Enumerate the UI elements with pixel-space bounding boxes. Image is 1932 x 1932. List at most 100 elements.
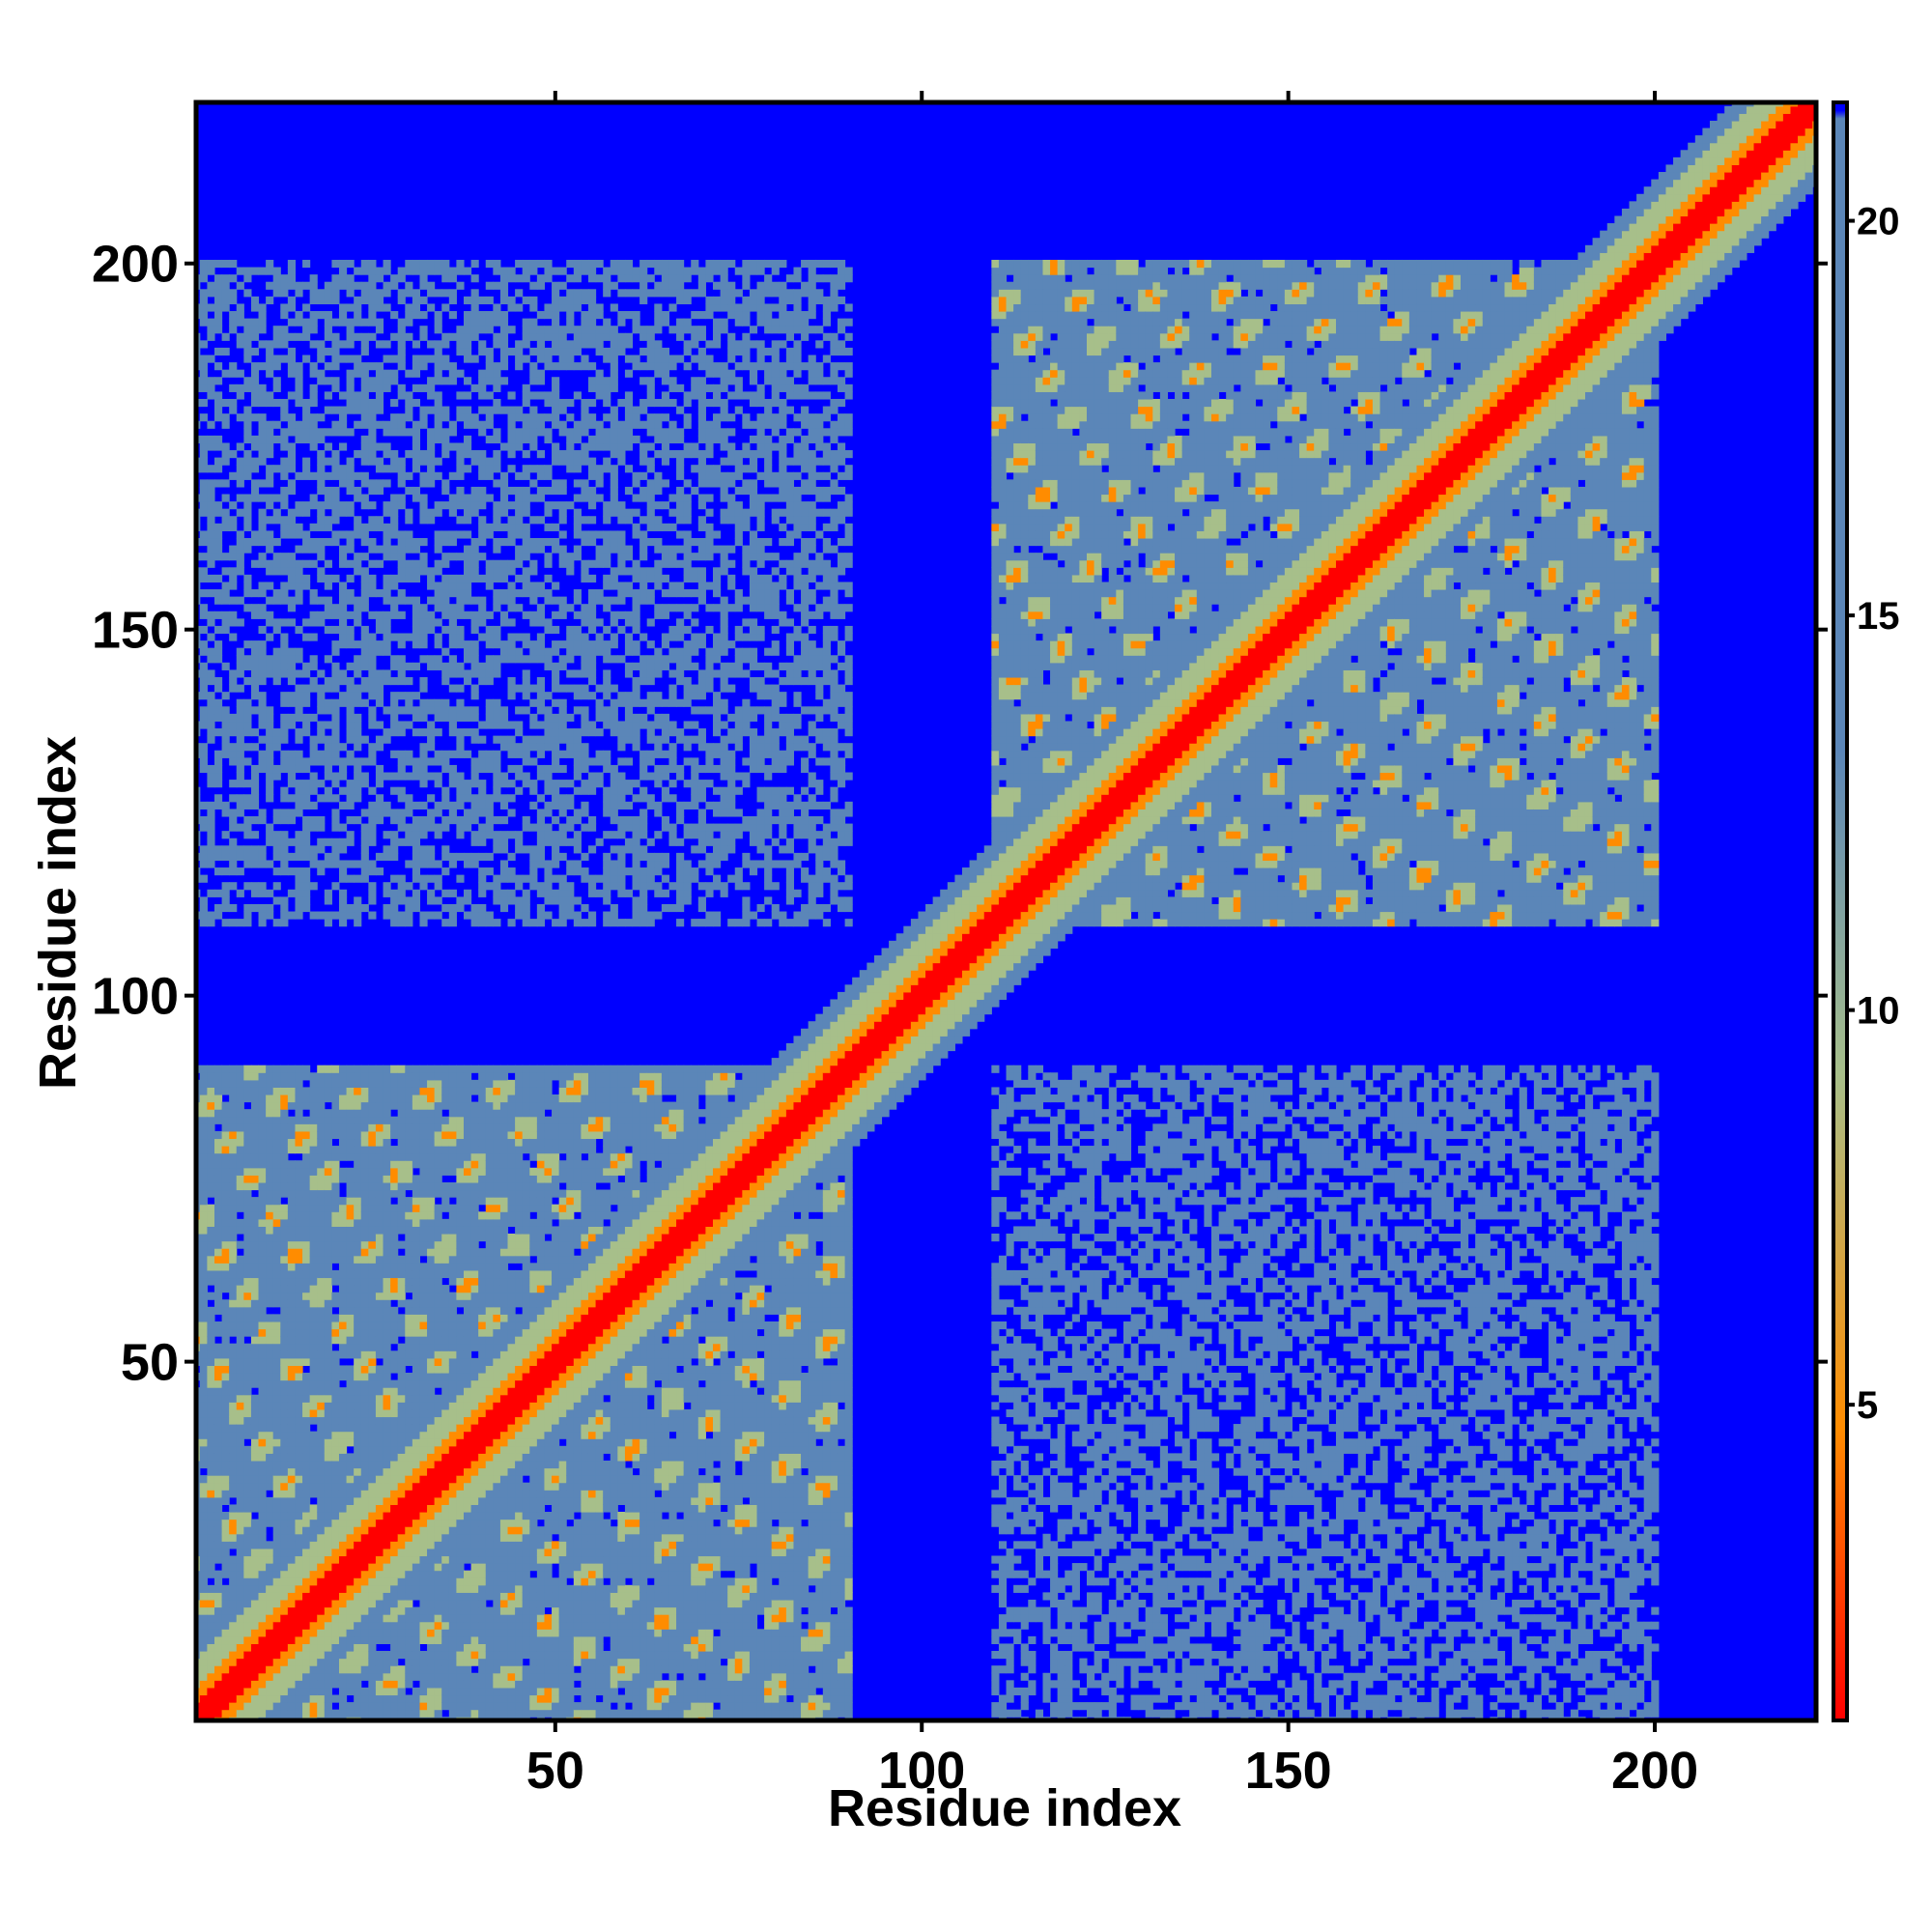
heatmap-cell — [266, 743, 274, 752]
heatmap-cell — [236, 1402, 244, 1410]
heatmap-cell — [250, 1314, 260, 1322]
heatmap-cell — [243, 1160, 252, 1169]
heatmap-cell — [243, 1431, 252, 1439]
heatmap-cell — [354, 1519, 362, 1527]
heatmap-cell — [266, 1263, 274, 1271]
heatmap-cell — [360, 1285, 369, 1293]
heatmap-cell — [419, 1475, 428, 1484]
heatmap-cell — [390, 721, 399, 729]
heatmap-cell — [280, 1460, 289, 1469]
heatmap-cell — [419, 1629, 428, 1637]
heatmap-cell — [295, 1285, 303, 1293]
heatmap-cell — [419, 1490, 428, 1498]
heatmap-cell — [338, 1277, 348, 1286]
heatmap-cell — [317, 1248, 326, 1257]
heatmap-cell — [221, 274, 230, 283]
heatmap-cell — [295, 874, 303, 883]
heatmap-cell — [302, 1138, 311, 1147]
heatmap-cell — [412, 1541, 421, 1549]
heatmap-cell — [331, 281, 340, 290]
heatmap-cell — [375, 1350, 384, 1359]
heatmap-cell — [272, 508, 281, 517]
heatmap-cell — [383, 369, 391, 378]
heatmap-cell — [266, 442, 274, 451]
heatmap-cell — [368, 1402, 377, 1410]
heatmap-cell — [346, 1387, 355, 1396]
heatmap-cell — [250, 1175, 260, 1183]
heatmap-cell — [360, 1548, 369, 1557]
heatmap-cell — [383, 428, 391, 437]
heatmap-cell — [207, 1519, 215, 1527]
heatmap-cell — [287, 596, 297, 605]
heatmap-cell — [375, 669, 384, 678]
heatmap-cell — [441, 1379, 450, 1388]
heatmap-cell — [368, 1570, 377, 1578]
heatmap-cell — [272, 1599, 281, 1608]
heatmap-cell — [375, 523, 384, 531]
heatmap-cell — [272, 1504, 281, 1513]
heatmap-cell — [302, 1269, 311, 1279]
heatmap-cell — [412, 1255, 421, 1264]
heatmap-cell — [295, 831, 303, 839]
heatmap-cell — [324, 1490, 332, 1498]
heatmap-cell — [338, 1175, 348, 1183]
heatmap-cell — [317, 1285, 326, 1293]
heatmap-cell — [302, 428, 311, 437]
heatmap-cell — [397, 1512, 406, 1520]
heatmap-cell — [419, 1606, 428, 1615]
heatmap-cell — [360, 1694, 369, 1703]
heatmap-cell — [324, 559, 332, 568]
heatmap-cell — [295, 1123, 303, 1132]
heatmap-cell — [354, 1181, 362, 1191]
heatmap-cell — [302, 780, 311, 788]
heatmap-cell — [434, 1651, 442, 1660]
heatmap-cell — [368, 1263, 377, 1271]
heatmap-cell — [441, 1424, 450, 1433]
heatmap-cell — [229, 1687, 238, 1696]
heatmap-cell — [199, 501, 208, 510]
heatmap-cell — [360, 1240, 369, 1249]
heatmap-cell — [434, 860, 442, 868]
heatmap-cell — [213, 1306, 223, 1315]
heatmap-cell — [287, 867, 297, 876]
heatmap-cell — [324, 1379, 332, 1388]
heatmap-cell — [448, 1533, 457, 1542]
heatmap-cell — [338, 259, 348, 269]
heatmap-cell — [346, 1453, 355, 1462]
heatmap-cell — [405, 1146, 413, 1154]
heatmap-cell — [317, 1519, 326, 1527]
heatmap-cell — [280, 1709, 289, 1718]
heatmap-cell — [338, 1658, 348, 1666]
heatmap-cell — [360, 1526, 369, 1535]
heatmap-cell — [354, 1680, 362, 1689]
heatmap-cell — [427, 1592, 436, 1601]
heatmap-cell — [375, 1490, 384, 1498]
heatmap-cell — [354, 1336, 362, 1345]
heatmap-cell — [441, 450, 450, 459]
heatmap-cell — [272, 647, 281, 656]
heatmap-cell — [317, 508, 326, 517]
heatmap-cell — [383, 1453, 391, 1462]
heatmap-cell — [236, 919, 244, 927]
heatmap-cell — [258, 1123, 267, 1132]
heatmap-cell — [434, 604, 442, 612]
heatmap-cell — [383, 545, 391, 554]
heatmap-cell — [243, 1672, 252, 1681]
heatmap-cell — [243, 508, 252, 517]
heatmap-cell — [324, 1285, 332, 1293]
heatmap-cell — [434, 1672, 442, 1681]
heatmap-cell — [324, 1592, 332, 1601]
heatmap-cell — [317, 1087, 326, 1095]
heatmap-cell — [199, 1709, 208, 1718]
heatmap-cell — [375, 1445, 384, 1454]
heatmap-cell — [419, 1519, 428, 1527]
heatmap-cell — [405, 801, 413, 810]
heatmap-cell — [280, 1445, 289, 1454]
heatmap-cell — [221, 1109, 230, 1118]
heatmap-cell — [309, 1402, 318, 1410]
heatmap-cell — [354, 471, 362, 480]
heatmap-cell — [346, 786, 355, 795]
heatmap-cell — [302, 1255, 311, 1264]
heatmap-cell — [397, 1702, 406, 1711]
heatmap-cell — [434, 662, 442, 670]
